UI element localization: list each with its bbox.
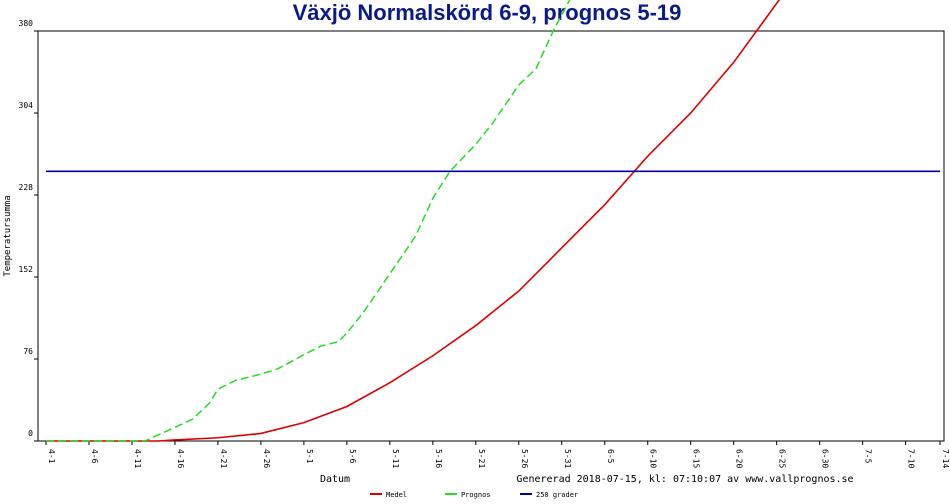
x-tick-label: 5-21	[477, 449, 486, 468]
x-tick-label: 6-5	[606, 449, 615, 464]
x-tick-label: 6-15	[692, 449, 701, 468]
x-tick-label: 4-6	[90, 449, 99, 464]
y-tick-label: 152	[19, 265, 34, 274]
footer: Genererad 2018-07-15, kl: 07:10:07 av ww…	[516, 474, 853, 485]
plot-frame	[37, 30, 945, 442]
x-tick-label: 6-30	[821, 449, 830, 468]
x-tick-label: 6-20	[735, 449, 744, 468]
x-tick-label: 7-10	[907, 449, 916, 468]
y-tick-label: 304	[19, 101, 34, 110]
series-line	[46, 0, 571, 442]
x-tick-label: 7-5	[864, 449, 873, 464]
x-axis-label: Datum	[320, 474, 350, 485]
chart-title: Växjö Normalskörd 6-9, prognos 5-19	[293, 0, 682, 25]
x-tick-label: 4-16	[176, 449, 185, 468]
x-tick-label: 5-1	[305, 449, 314, 464]
y-tick-label: 380	[19, 19, 34, 28]
x-tick-label: 5-31	[563, 449, 572, 468]
x-tick-label: 4-21	[219, 449, 228, 468]
x-tick-label: 5-26	[520, 449, 529, 468]
x-tick-label: 6-10	[649, 449, 658, 468]
x-tick-label: 6-25	[778, 449, 787, 468]
x-tick-label: 5-6	[348, 449, 357, 464]
x-tick-label: 4-1	[47, 449, 56, 464]
x-tick-label: 7-14	[941, 449, 950, 468]
x-tick-label: 4-26	[262, 449, 271, 468]
y-axis-label: Temperatursumma	[3, 195, 13, 276]
series-line	[46, 0, 781, 442]
y-tick-label: 0	[28, 429, 33, 438]
legend-label: Prognos	[461, 491, 491, 499]
legend-label: Medel	[386, 491, 407, 499]
y-tick-label: 76	[23, 347, 33, 356]
y-tick-label: 228	[19, 183, 34, 192]
x-tick-label: 4-11	[133, 449, 142, 468]
x-tick-label: 5-16	[434, 449, 443, 468]
legend-label: 250 grader	[536, 491, 578, 499]
x-tick-label: 5-11	[391, 449, 400, 468]
